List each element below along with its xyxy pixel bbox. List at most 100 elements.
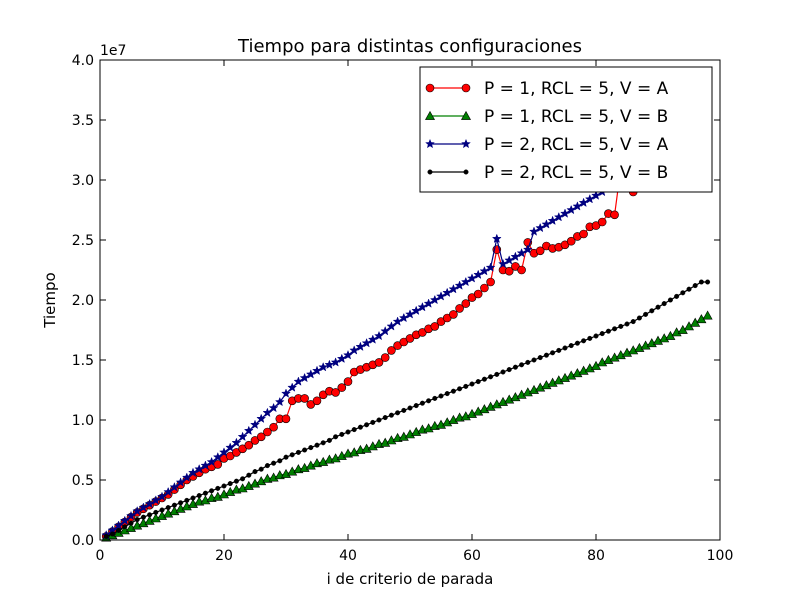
series-4-point	[289, 452, 295, 458]
series-4-point	[686, 286, 692, 292]
series-3-point	[349, 345, 360, 355]
series-3-point	[516, 247, 527, 258]
series-4-point	[413, 403, 419, 409]
series-4-point	[667, 297, 673, 303]
series-4-point	[128, 520, 134, 526]
series-1-point	[430, 322, 440, 331]
series-3-point	[330, 357, 341, 367]
series-3-point	[560, 208, 570, 218]
series-4-point	[494, 371, 500, 377]
series-4-point	[382, 415, 388, 421]
series-1-point	[597, 217, 607, 227]
series-2	[101, 310, 713, 542]
series-4-point	[134, 517, 140, 523]
series-3-point	[442, 287, 453, 298]
series-2-point	[156, 510, 168, 520]
series-3-point	[126, 510, 136, 521]
series-4-point	[147, 512, 153, 518]
series-3-point	[448, 283, 459, 294]
series-3-point	[436, 291, 446, 301]
series-2-point	[367, 441, 378, 451]
series-4-point	[581, 338, 587, 344]
series-2-point	[609, 352, 620, 362]
series-4-point	[649, 308, 655, 314]
series-3-point	[119, 515, 130, 526]
series-4-point	[463, 383, 469, 389]
series-2-point	[218, 489, 230, 499]
series-3-point	[374, 330, 384, 341]
series-2-point	[516, 389, 527, 399]
series-2-point	[181, 501, 192, 511]
series-3-point	[529, 226, 539, 236]
y-tick-label: 1.0	[72, 413, 94, 429]
series-2-point	[473, 406, 484, 416]
series-4-point	[233, 478, 239, 484]
series-3-point	[367, 334, 378, 344]
series-3-point	[578, 197, 589, 208]
series-1-point	[269, 422, 278, 432]
series-3-point	[324, 359, 335, 370]
series-4-point	[103, 533, 109, 539]
series-2-point	[460, 411, 471, 421]
series-1-point	[331, 388, 340, 397]
series-2-point	[330, 453, 341, 463]
series-2-point	[243, 480, 254, 490]
series-1-point	[256, 432, 266, 442]
series-3-point	[237, 431, 248, 442]
series-3-point	[113, 520, 124, 530]
series-1-point	[281, 414, 291, 424]
series-4-point	[395, 410, 401, 416]
series-2-point	[150, 513, 161, 523]
series-4-point	[519, 362, 525, 368]
legend-box	[419, 66, 713, 193]
series-4-point	[196, 493, 202, 499]
series-1-point	[461, 299, 471, 308]
series-2-point	[125, 522, 137, 532]
series-4-point	[692, 283, 698, 289]
series-4-point	[432, 395, 438, 401]
series-4-point	[227, 481, 233, 487]
series-3-point	[169, 481, 180, 492]
series-2-point	[423, 423, 434, 433]
series-2-point	[628, 345, 639, 355]
series-4-point	[302, 447, 308, 453]
series-4-point	[426, 398, 432, 404]
legend-marker	[461, 83, 471, 93]
series-4-point	[407, 405, 413, 411]
series-1-point	[300, 394, 309, 403]
series-3-point	[299, 372, 310, 383]
legend-marker	[425, 138, 435, 149]
series-4-point	[295, 449, 301, 455]
series-3-point	[225, 442, 236, 452]
series-4-point	[444, 391, 450, 397]
series-4-point	[202, 490, 208, 496]
series-2-point	[404, 429, 416, 439]
series-4-point	[562, 345, 568, 351]
series-4	[103, 279, 711, 539]
series-2-point	[132, 520, 143, 530]
legend-marker	[463, 169, 469, 175]
series-4-point	[543, 352, 549, 358]
x-tick-label: 100	[707, 548, 734, 564]
series-4-point	[209, 488, 215, 494]
series-2-point	[144, 515, 155, 525]
y-tick-label: 2.5	[72, 233, 94, 249]
series-3-point	[553, 211, 564, 222]
series-3-point	[429, 294, 440, 305]
series-1-point	[380, 353, 390, 362]
series-2-point	[479, 404, 490, 414]
series-1-point	[480, 283, 489, 293]
series-3-point	[485, 262, 496, 272]
series-2-point	[138, 518, 149, 528]
series-3-point	[262, 407, 273, 418]
series-3-point	[175, 477, 186, 487]
series-4-point	[376, 417, 382, 423]
series-2-point	[249, 478, 261, 488]
series-2-point	[318, 456, 329, 466]
series-2-point	[584, 363, 595, 373]
series-2-point	[175, 503, 186, 513]
series-3-point	[591, 190, 601, 200]
series-4-point	[438, 393, 444, 399]
